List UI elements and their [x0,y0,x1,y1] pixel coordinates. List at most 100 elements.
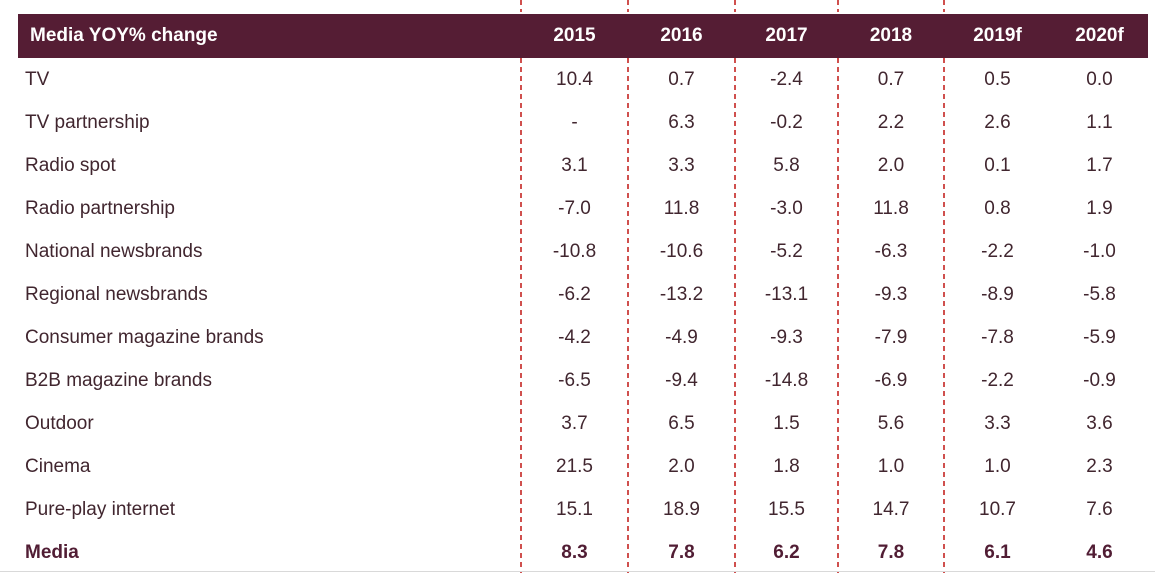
column-divider-dashed [734,0,736,12]
table-row: Media 8.3 7.8 6.2 7.8 6.1 4.6 [18,531,1148,573]
cell-2019f: 10.7 [979,498,1016,520]
row-label: Cinema [25,455,91,477]
cell-2017: -9.3 [770,326,803,348]
cell-2020f: 7.6 [1086,498,1113,520]
cell-2017: 15.5 [768,498,805,520]
column-divider-dashed [520,58,522,573]
row-label: Regional newsbrands [25,283,208,305]
cell-2017: 6.2 [773,541,800,563]
row-label: B2B magazine brands [25,369,212,391]
column-divider-dashed [837,58,839,573]
cell-2015: -6.5 [558,369,591,391]
cell-2015: 3.1 [561,154,588,176]
column-header-2020f: 2020f [1075,25,1124,46]
cell-2020f: 0.0 [1086,68,1113,90]
table-row: National newsbrands -10.8 -10.6 -5.2 -6.3 -2.… [18,230,1148,273]
row-label: Radio spot [25,154,116,176]
row-label: National newsbrands [25,240,203,262]
cell-2018: 2.2 [877,111,905,133]
cell-2016: 2.0 [668,455,695,477]
cell-2020f: -0.9 [1083,369,1116,391]
cell-2016: -4.9 [665,326,698,348]
table-row: TV 10.4 0.7 -2.4 0.7 0.5 0.0 [18,58,1148,101]
column-divider-dashed [627,58,629,573]
cell-2020f: -1.0 [1083,240,1116,262]
cell-2015: 3.7 [561,412,588,434]
column-header-2017: 2017 [765,25,808,46]
cell-2019f: 0.1 [984,154,1011,176]
table-row: Pure-play internet 15.1 18.9 15.5 14.7 10.7 7.… [18,488,1148,531]
cell-2017: -0.2 [770,111,803,133]
cell-2015: 21.5 [556,455,593,477]
column-header-2015: 2015 [553,25,596,46]
column-header-2019f: 2019f [973,25,1022,46]
cell-2019f: -2.2 [981,369,1014,391]
column-divider-dashed [943,58,945,573]
row-label: Media [25,541,79,563]
cell-2020f: 1.9 [1086,197,1113,219]
row-label: TV [25,68,50,90]
cell-2018: 11.8 [873,197,909,219]
cell-2015: 15.1 [556,498,593,520]
cell-2020f: 1.1 [1086,111,1113,133]
cell-2020f: 2.3 [1086,455,1113,477]
cell-2015: -7.0 [558,197,591,219]
cell-2018: 5.6 [877,412,905,434]
cell-2020f: -5.8 [1083,283,1116,305]
cell-2019f: -7.8 [981,326,1014,348]
row-label: Outdoor [25,412,94,434]
cell-2017: 1.8 [773,455,800,477]
cell-2018: 0.7 [877,68,905,90]
cell-2018: 14.7 [872,498,910,520]
cell-2018: -6.3 [874,240,908,262]
table-row: Regional newsbrands -6.2 -13.2 -13.1 -9.3 -8.… [18,273,1148,316]
cell-2015: -6.2 [558,283,591,305]
cell-2017: 5.8 [773,154,800,176]
year-headers: 2015 2016 2017 2018 2019f 2020f [521,14,1148,58]
cell-2015: 10.4 [556,68,593,90]
cell-2019f: 1.0 [984,455,1011,477]
cell-2017: 1.5 [773,412,800,434]
cell-2016: 7.8 [668,541,695,563]
row-label: Radio partnership [25,197,175,219]
cell-2019f: 0.5 [984,68,1011,90]
cell-2017: -14.8 [764,369,809,391]
cell-2019f: 2.6 [984,111,1011,133]
cell-2019f: -2.2 [981,240,1014,262]
table-row: Radio spot 3.1 3.3 5.8 2.0 0.1 1.7 [18,144,1148,187]
cell-2018: 7.8 [877,541,905,563]
cell-2018: -9.3 [874,283,908,305]
cell-2016: -9.4 [665,369,698,391]
cell-2017: -5.2 [770,240,803,262]
cell-2017: -2.4 [770,68,803,90]
column-header-2016: 2016 [660,25,703,46]
cell-2019f: 6.1 [984,541,1011,563]
table-header-row: Media YOY% change 2015 2016 2017 2018 2019f 2… [18,14,1148,58]
cell-2017: -13.1 [764,283,809,305]
cell-2020f: 1.7 [1086,154,1113,176]
column-divider-dashed [734,58,736,573]
cell-2015: 8.3 [561,541,588,563]
column-header-2018: 2018 [869,25,913,46]
cell-2019f: -8.9 [981,283,1014,305]
table-title: Media YOY% change [30,25,218,46]
cell-2016: -13.2 [659,283,704,305]
table-row: Cinema 21.5 2.0 1.8 1.0 1.0 2.3 [18,445,1148,488]
cell-2016: -10.6 [659,240,704,262]
table-row: Radio partnership -7.0 11.8 -3.0 11.8 0.8 1.9 [18,187,1148,230]
cell-2018: -6.9 [874,369,908,391]
cell-2016: 0.7 [668,68,695,90]
row-label: TV partnership [25,111,150,133]
column-divider-dashed [627,0,629,12]
cell-2020f: 3.6 [1086,412,1113,434]
column-divider-dashed [943,0,945,12]
cell-2016: 18.9 [663,498,700,520]
cell-2017: -3.0 [770,197,803,219]
cell-2016: 6.3 [668,111,695,133]
cell-2016: 6.5 [668,412,695,434]
cell-2015: -4.2 [558,326,591,348]
table-row: TV partnership - 6.3 -0.2 2.2 2.6 1.1 [18,101,1148,144]
cell-2015: - [571,111,578,133]
cell-2020f: -5.9 [1083,326,1116,348]
